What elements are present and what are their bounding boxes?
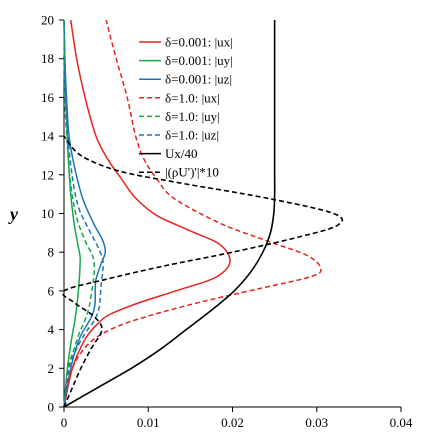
legend-label-6: Ux/40 — [165, 146, 198, 161]
legend: δ=0.001: |ux| δ=0.001: |uy| δ=0.001: |uz| δ… — [139, 35, 233, 180]
y-tick-label: 2 — [48, 361, 55, 376]
legend-label-7: |(ρU')'|*10 — [165, 165, 219, 180]
y-tick-label: 12 — [41, 167, 54, 182]
series-line-2 — [63, 19, 107, 408]
y-tick-label: 4 — [48, 322, 55, 337]
y-tick-label: 14 — [41, 129, 55, 144]
y-tick-label: 8 — [48, 245, 55, 260]
y-tick-label: 20 — [41, 13, 54, 28]
series-line-7 — [61, 135, 344, 408]
y-tick-label: 0 — [48, 400, 55, 415]
series-line-0 — [63, 19, 231, 408]
y-tick-label: 18 — [41, 51, 54, 66]
legend-label-2: δ=0.001: |uz| — [165, 72, 232, 87]
y-tick-label: 16 — [41, 90, 55, 105]
x-tick-label: 0.02 — [221, 415, 244, 430]
series-line-3 — [63, 19, 322, 408]
legend-label-1: δ=0.001: |uy| — [165, 53, 233, 68]
legend-label-0: δ=0.001: |ux| — [165, 35, 233, 50]
legend-label-5: δ=1.0: |uz| — [165, 128, 219, 143]
y-tick-label: 6 — [48, 283, 55, 298]
series-line-4 — [63, 19, 96, 408]
x-tick-label: 0.01 — [137, 415, 160, 430]
series-line-5 — [63, 58, 104, 408]
legend-label-3: δ=1.0: |ux| — [165, 90, 220, 105]
series-line-1 — [63, 19, 81, 408]
axes: 0 0.01 0.02 0.03 0.04 0 2 4 6 8 10 12 14 16 18 20 — [41, 13, 413, 431]
y-tick-label: 10 — [41, 206, 54, 221]
y-axis-label: y — [8, 204, 19, 224]
x-tick-label: 0 — [61, 415, 68, 430]
x-tick-label: 0.04 — [390, 415, 413, 430]
series-layer — [61, 19, 344, 408]
series-line-6 — [63, 20, 276, 408]
x-tick-label: 0.03 — [305, 415, 328, 430]
legend-label-4: δ=1.0: |uy| — [165, 109, 220, 124]
